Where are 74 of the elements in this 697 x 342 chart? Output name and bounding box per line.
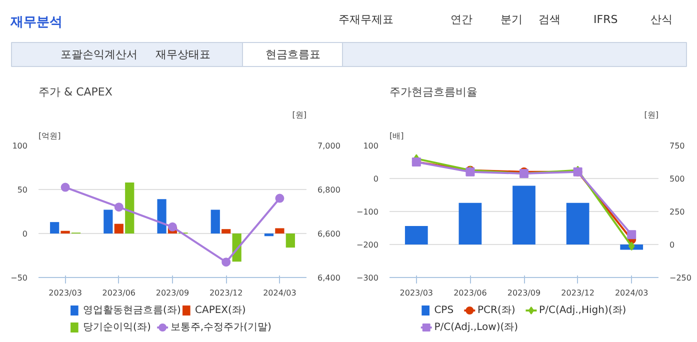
legend-label: 영업활동현금흐름(좌) bbox=[83, 305, 181, 316]
text: 연간 bbox=[450, 13, 472, 26]
text: 현금흐름표 bbox=[266, 48, 320, 61]
x-tick-label: 2023/03 bbox=[400, 288, 434, 298]
text: 산식 bbox=[650, 13, 672, 26]
legend-label: P/C(Adj.,High)(좌) bbox=[539, 305, 626, 316]
text: 주재무제표 bbox=[338, 13, 394, 26]
y2-tick-label: 6,400 bbox=[318, 274, 340, 282]
y2-axis-title: [원] bbox=[644, 110, 659, 120]
bar bbox=[125, 182, 134, 234]
bar bbox=[210, 210, 220, 234]
chart-title: 주가 & CAPEX bbox=[38, 86, 113, 98]
bar bbox=[458, 202, 482, 244]
bar bbox=[114, 224, 124, 234]
bar bbox=[157, 199, 166, 234]
point bbox=[627, 230, 636, 240]
x-tick-label: 2023/06 bbox=[454, 288, 487, 298]
y2-tick-label: 6,600 bbox=[318, 230, 340, 238]
bar bbox=[50, 222, 60, 234]
y-tick-label: −200 bbox=[356, 240, 379, 250]
bar bbox=[512, 186, 536, 244]
x-tick-label: 2023/06 bbox=[102, 288, 136, 298]
legend-label: CPS bbox=[434, 305, 454, 316]
y-tick-label: −50 bbox=[10, 274, 28, 282]
x-tick-label: 2023/09 bbox=[156, 288, 190, 298]
bar bbox=[104, 210, 113, 234]
text: 포괄손익계산서 bbox=[60, 48, 138, 61]
text: IFRS bbox=[594, 13, 618, 26]
x-tick-label: 2023/03 bbox=[48, 288, 82, 298]
point bbox=[114, 202, 124, 212]
y2-tick-label: 250 bbox=[670, 208, 685, 216]
y-tick-label: 0 bbox=[22, 230, 28, 238]
y2-axis-title: [원] bbox=[292, 110, 307, 120]
legend-label: 보통주,수정주가(기말) bbox=[170, 322, 272, 333]
y2-tick-label: −250 bbox=[670, 274, 692, 282]
x-tick-label: 2023/12 bbox=[561, 288, 594, 298]
y-tick-label: 100 bbox=[363, 142, 379, 150]
x-tick-label: 2024/03 bbox=[263, 288, 296, 298]
text: 재무상태표 bbox=[156, 48, 210, 61]
bar bbox=[566, 202, 590, 244]
bar bbox=[404, 226, 428, 244]
y-tick-label: 100 bbox=[12, 142, 28, 150]
chart-title: 주가현금흐름비율 bbox=[390, 86, 478, 98]
x-tick-label: 2024/03 bbox=[614, 288, 648, 298]
point bbox=[168, 222, 177, 232]
text: 검색 bbox=[538, 13, 560, 26]
bar bbox=[264, 234, 274, 236]
legend-label: CAPEX(좌) bbox=[195, 305, 246, 316]
y-axis-title: [억원] bbox=[38, 132, 61, 140]
y2-tick-label: 500 bbox=[670, 174, 685, 184]
point bbox=[275, 194, 284, 203]
text: 재무분석 bbox=[10, 15, 62, 30]
y2-tick-label: 6,800 bbox=[318, 186, 340, 194]
legend-label: PCR(좌) bbox=[477, 305, 516, 316]
x-tick-label: 2023/09 bbox=[507, 288, 541, 298]
y-tick-label: −300 bbox=[356, 274, 379, 282]
point bbox=[60, 182, 70, 192]
y-axis-title: [배] bbox=[390, 132, 404, 140]
y-tick-label: −100 bbox=[356, 208, 379, 216]
bar bbox=[60, 230, 70, 234]
y-tick-label: 50 bbox=[17, 186, 28, 194]
bar bbox=[275, 228, 284, 234]
text: 분기 bbox=[500, 13, 522, 26]
x-tick-label: 2023/12 bbox=[209, 288, 243, 298]
bar bbox=[286, 234, 295, 248]
y2-tick-label: 750 bbox=[670, 142, 685, 150]
legend-label: 당기순이익(좌) bbox=[83, 322, 151, 333]
y-tick-label: 0 bbox=[373, 174, 379, 184]
bar bbox=[222, 229, 231, 234]
legend-label: P/C(Adj.,Low)(좌) bbox=[434, 322, 518, 333]
y2-tick-label: 7,000 bbox=[318, 142, 340, 150]
point bbox=[222, 258, 231, 267]
point bbox=[628, 242, 635, 251]
y2-tick-label: 0 bbox=[670, 240, 675, 250]
